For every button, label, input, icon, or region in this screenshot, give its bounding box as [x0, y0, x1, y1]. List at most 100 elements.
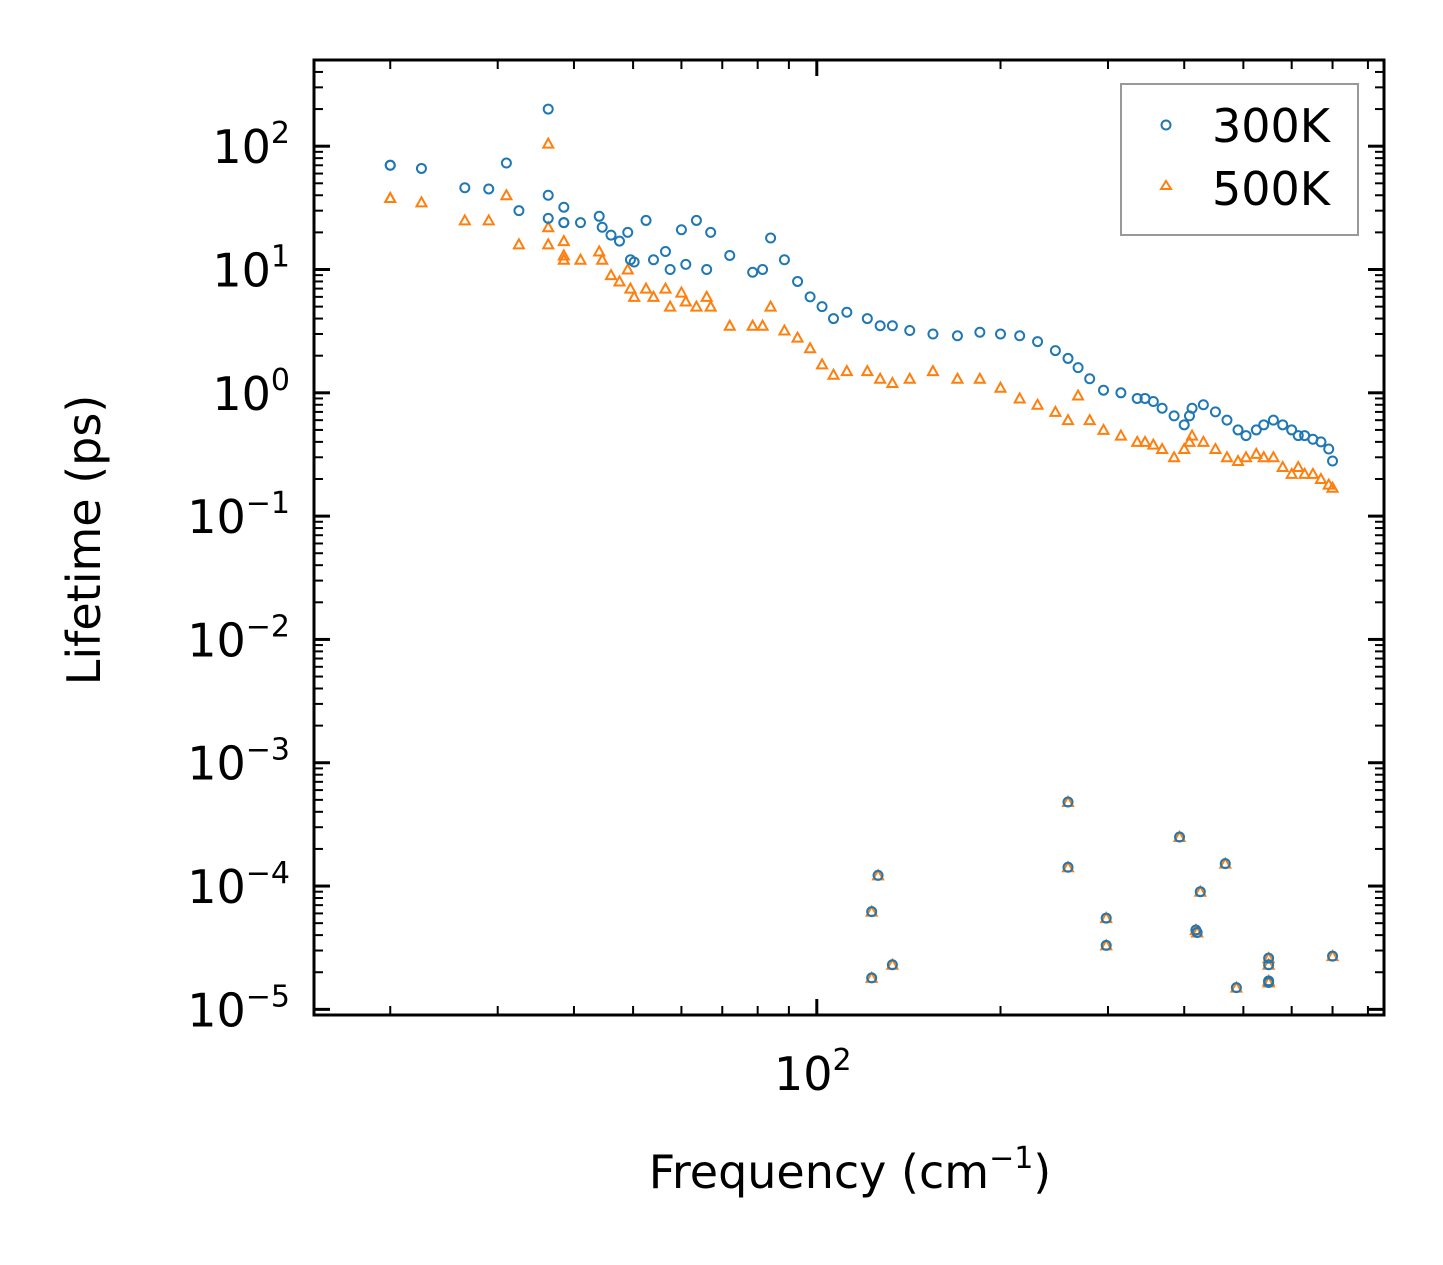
point-500k	[1208, 441, 1223, 455]
point-500k	[745, 318, 760, 331]
point-300k	[872, 869, 884, 881]
point-300k	[1277, 419, 1289, 431]
point-500k	[612, 274, 627, 287]
point-500k	[541, 220, 555, 233]
point-500k	[658, 281, 673, 294]
point-300k	[384, 159, 396, 171]
point-300k	[1315, 436, 1327, 448]
point-300k	[1209, 406, 1221, 418]
point-500k	[699, 289, 714, 302]
point-300k	[1258, 419, 1270, 431]
point-300k	[1168, 410, 1180, 422]
point-500k	[1167, 450, 1181, 463]
point-300k	[500, 157, 512, 169]
point-300k	[558, 201, 570, 213]
point-300k	[705, 226, 717, 238]
point-500k	[557, 252, 571, 265]
point-300k	[1263, 977, 1275, 989]
point-300k	[904, 325, 916, 337]
point-500k	[674, 285, 689, 298]
point-300k	[724, 249, 736, 261]
point-300k	[1100, 939, 1112, 951]
point-500k	[803, 341, 817, 354]
point-500k	[1138, 434, 1152, 447]
point-300k	[1186, 402, 1198, 414]
point-500k	[860, 364, 875, 377]
point-300k	[483, 183, 495, 195]
point-300k	[647, 254, 659, 266]
point-300k	[1327, 950, 1339, 962]
point-300k	[1178, 419, 1190, 431]
point-500k	[1061, 413, 1075, 426]
tick-labels: 102 102 101 100 10−1 10−2 10−3 10−4 10−5	[187, 116, 851, 1101]
point-500k	[826, 367, 841, 380]
point-500k	[639, 281, 653, 294]
x-tick-label: 102	[774, 1043, 852, 1101]
point-300k	[596, 221, 608, 233]
point-300k	[995, 328, 1007, 340]
point-500k	[541, 136, 555, 149]
plot-frame	[312, 58, 1386, 1017]
point-500k	[1030, 397, 1045, 410]
point-500k	[1276, 459, 1290, 473]
point-300k	[866, 972, 878, 984]
point-500k	[815, 357, 829, 370]
point-500k	[1297, 466, 1312, 479]
point-500k	[623, 281, 638, 294]
point-300k	[1032, 336, 1044, 348]
point-300k	[513, 205, 525, 217]
legend-marker-300k	[1160, 119, 1172, 131]
point-500k	[604, 268, 618, 281]
point-300k	[1174, 831, 1186, 843]
point-500k	[790, 330, 805, 343]
point-500k	[1048, 404, 1063, 417]
point-300k	[1240, 430, 1252, 442]
point-300k	[1230, 982, 1242, 994]
point-300k	[614, 235, 626, 247]
point-300k	[1147, 396, 1159, 408]
point-300k	[605, 229, 617, 241]
point-500k	[1182, 434, 1197, 447]
point-300k	[1072, 362, 1084, 374]
point-300k	[1194, 886, 1206, 898]
point-300k	[974, 326, 986, 338]
point-500k	[1220, 450, 1234, 463]
point-300k	[415, 162, 427, 174]
point-300k	[1049, 345, 1061, 357]
point-300k	[664, 263, 676, 275]
point-300k	[1062, 861, 1074, 873]
point-300k	[542, 189, 554, 201]
point-500k	[1291, 459, 1305, 473]
point-300k	[866, 906, 878, 918]
x-axis-label: Frequency (cm−1)	[649, 1141, 1052, 1199]
point-300k	[757, 263, 769, 275]
point-500k	[621, 262, 635, 275]
point-300k	[690, 214, 702, 226]
point-500k	[1155, 441, 1169, 455]
point-300k	[622, 226, 634, 238]
legend-marker-500k	[1159, 179, 1173, 190]
series-300k	[384, 103, 1339, 994]
point-300k	[827, 313, 839, 325]
point-500k	[1012, 391, 1027, 404]
point-300k	[1084, 373, 1096, 385]
point-500k	[541, 237, 555, 250]
point-300k	[542, 212, 554, 224]
point-300k	[1250, 424, 1262, 436]
point-300k	[628, 256, 640, 268]
point-500k	[993, 380, 1008, 393]
point-500k	[1196, 434, 1211, 447]
point-500k	[1185, 428, 1199, 441]
point-300k	[659, 245, 671, 257]
y-tick-label: 10−1	[187, 486, 290, 544]
point-500k	[595, 252, 609, 265]
point-300k	[1100, 912, 1112, 924]
point-500k	[763, 299, 778, 312]
point-500k	[1249, 446, 1263, 459]
point-500k	[840, 364, 854, 377]
legend-box	[1120, 83, 1359, 236]
point-500k	[663, 299, 677, 312]
point-500k	[679, 294, 693, 307]
point-300k	[886, 320, 898, 332]
